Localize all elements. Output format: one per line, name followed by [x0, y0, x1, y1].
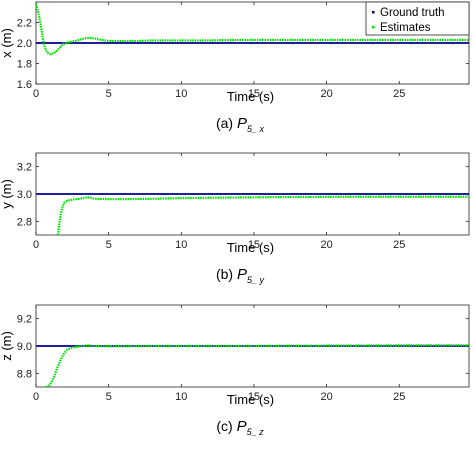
- x-axis-label: Time (s): [227, 240, 274, 255]
- x-tick-label: 0: [33, 391, 39, 403]
- legend-box: [365, 1, 470, 36]
- panel-caption: (a) P5_ x: [216, 115, 265, 134]
- x-tick-label: 25: [393, 239, 405, 251]
- x-axis-label: Time (s): [227, 89, 274, 104]
- chart-panel-2: 0 5 10 15 20 25 2.8 3.0 3.2 Time (s) y (m) (b) P5_ …: [0, 152, 470, 285]
- x-tick-label: 20: [320, 391, 332, 403]
- x-tick-label: 5: [106, 239, 112, 251]
- caption-subscript: 5_ z: [247, 427, 265, 437]
- x-tick-label: 15: [248, 88, 260, 100]
- caption-prefix: (a): [216, 115, 237, 131]
- x-tick-label: 20: [320, 239, 332, 251]
- x-tick-label: 10: [175, 88, 187, 100]
- x-tick-label: 0: [33, 88, 39, 100]
- x-tick-label: 25: [393, 391, 405, 403]
- panel-caption: (b) P5_ y: [216, 266, 265, 285]
- caption-main: P: [237, 266, 247, 283]
- x-tick-label: 0: [33, 239, 39, 251]
- legend-estimates-label: Estimates: [380, 22, 431, 34]
- caption-prefix: (c): [216, 418, 236, 434]
- legend: Ground truth Estimates: [365, 1, 470, 36]
- caption-main: P: [237, 418, 247, 435]
- y-axis-label: y (m): [0, 179, 14, 209]
- y-axis-label: z (m): [0, 331, 14, 361]
- y-tick-label: 9.2: [17, 314, 32, 326]
- estimates-series: [56, 195, 469, 235]
- x-tick-label: 5: [106, 88, 112, 100]
- caption-subscript: 5_ y: [247, 275, 265, 285]
- x-tick-label: 20: [320, 88, 332, 100]
- x-tick-label: 10: [175, 391, 187, 403]
- legend-ground-truth-label: Ground truth: [380, 7, 445, 19]
- chart-panel-3: 0 5 10 15 20 25 8.8 9.0 9.2 Time (s) z (m) (c) P5_ …: [0, 304, 470, 437]
- x-axis-label: Time (s): [227, 392, 274, 407]
- legend-ground-truth-marker: [372, 11, 375, 14]
- x-tick-label: 15: [248, 239, 260, 251]
- y-tick-label: 3.2: [17, 162, 32, 174]
- y-tick-label: 1.6: [17, 79, 32, 91]
- y-axis-label: x (m): [0, 28, 14, 58]
- panel-caption: (c) P5_ z: [216, 418, 264, 437]
- data-layer: [36, 344, 469, 387]
- y-tick-label: 1.8: [17, 59, 32, 71]
- x-tick-label: 5: [106, 391, 112, 403]
- caption-prefix: (b): [216, 266, 237, 282]
- data-layer: [36, 193, 469, 235]
- x-tick-label: 15: [248, 391, 260, 403]
- y-tick-label: 2.2: [17, 18, 32, 30]
- y-tick-label: 9.0: [17, 341, 32, 353]
- x-tick-label: 25: [393, 88, 405, 100]
- y-tick-label: 2.8: [17, 216, 32, 228]
- x-tick-label: 10: [175, 239, 187, 251]
- y-tick-label: 8.8: [17, 368, 32, 380]
- y-tick-label: 3.0: [17, 189, 32, 201]
- caption-subscript: 5_ x: [247, 124, 265, 134]
- data-layer: [36, 3, 469, 56]
- caption-main: P: [237, 115, 247, 132]
- y-tick-label: 2.0: [17, 38, 32, 50]
- legend-estimates-marker: [372, 26, 375, 29]
- estimates-series: [45, 344, 469, 387]
